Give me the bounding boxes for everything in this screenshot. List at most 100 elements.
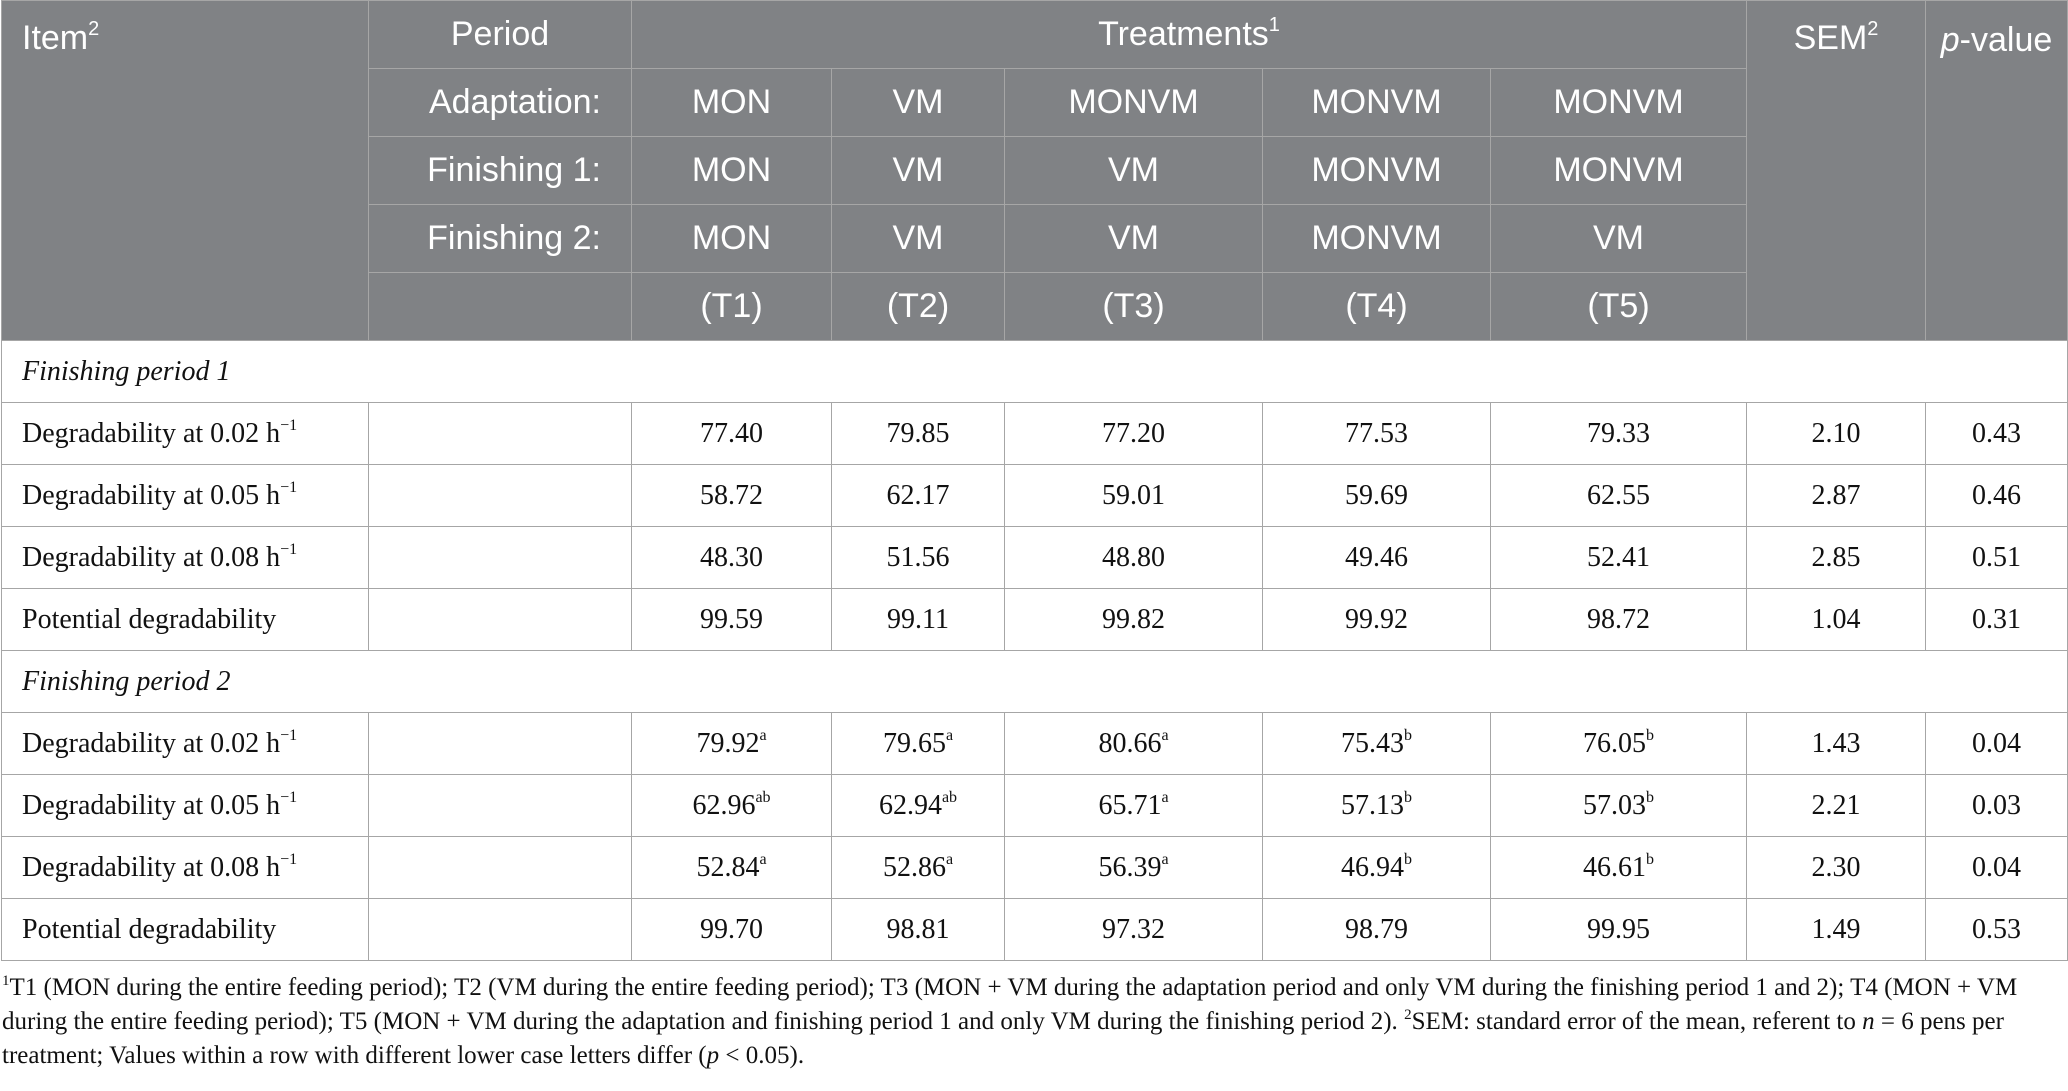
value-number: 99.11 (887, 603, 949, 635)
row-label: Degradability at 0.02 h−1 (1, 402, 369, 465)
adaptation-t3: MONVM (1004, 68, 1263, 137)
value-cell: 59.69 (1262, 464, 1491, 527)
adaptation-t2: VM (831, 68, 1005, 137)
footnote-p: p (706, 1042, 720, 1069)
row-label-text: Potential degradability (22, 603, 277, 635)
section-title: Finishing period 2 (1, 650, 2068, 713)
period-cell (368, 402, 632, 465)
value-cell: 56.39a (1004, 836, 1263, 899)
row-label-exponent: −1 (280, 850, 298, 868)
row-label-exponent: −1 (280, 540, 298, 558)
value-number: 57.13 (1341, 789, 1404, 821)
degradability-table: Item2 Period Treatments1 SEM2 p-value Ad… (1, 0, 2068, 961)
value-number: 77.53 (1345, 417, 1408, 449)
code-t1: (T1) (631, 272, 832, 341)
code-t5: (T5) (1490, 272, 1747, 341)
finishing2-label: Finishing 2: (368, 204, 632, 273)
row-label-text: Degradability at 0.02 h (22, 417, 281, 449)
value-cell: 58.72 (631, 464, 832, 527)
value-superscript: a (759, 726, 767, 744)
finishing2-t2: VM (831, 204, 1005, 273)
pvalue-cell: 0.31 (1925, 588, 2068, 651)
value-number: 79.85 (886, 417, 950, 449)
adaptation-t4: MONVM (1262, 68, 1491, 137)
value-number: 65.71 (1098, 789, 1162, 821)
row-label: Degradability at 0.05 h−1 (1, 774, 369, 837)
value-superscript: a (1161, 788, 1169, 806)
code-t2: (T2) (831, 272, 1005, 341)
value-superscript: b (1404, 788, 1412, 806)
row-label: Degradability at 0.02 h−1 (1, 712, 369, 775)
value-superscript: b (1404, 850, 1412, 868)
value-number: 59.01 (1102, 479, 1165, 511)
value-cell: 99.92 (1262, 588, 1491, 651)
value-number: 52.41 (1587, 541, 1650, 573)
value-number: 99.95 (1587, 913, 1650, 945)
value-cell: 76.05b (1490, 712, 1747, 775)
section-title: Finishing period 1 (1, 340, 2068, 403)
value-number: 80.66 (1098, 727, 1162, 759)
period-cell (368, 898, 632, 961)
value-superscript: a (1161, 726, 1169, 744)
value-cell: 62.17 (831, 464, 1005, 527)
value-number: 76.05 (1583, 727, 1646, 759)
value-number: 75.43 (1341, 727, 1404, 759)
table-row: Potential degradability 99.70 98.81 97.32 98… (1, 898, 2068, 961)
adaptation-label: Adaptation: (368, 68, 632, 137)
pvalue-cell: 0.43 (1925, 402, 2068, 465)
finishing2-t4: MONVM (1262, 204, 1491, 273)
row-label-text: Degradability at 0.02 h (22, 727, 281, 759)
pvalue-cell: 0.04 (1925, 836, 2068, 899)
code-t3: (T3) (1004, 272, 1263, 341)
header-row-1: Item2 Period Treatments1 SEM2 p-value (1, 0, 2068, 341)
item-header-label: Item (22, 19, 89, 57)
pvalue-cell: 0.03 (1925, 774, 2068, 837)
pvalue-cell: 0.51 (1925, 526, 2068, 589)
pvalue-header: p-value (1925, 0, 2068, 341)
value-cell: 65.71a (1004, 774, 1263, 837)
row-label: Potential degradability (1, 588, 369, 651)
value-cell: 77.40 (631, 402, 832, 465)
value-cell: 99.11 (831, 588, 1005, 651)
table-row: Degradability at 0.02 h−1 77.40 79.85 77.20… (1, 402, 2068, 465)
sem-cell: 1.49 (1746, 898, 1926, 961)
value-cell: 75.43b (1262, 712, 1491, 775)
value-superscript: b (1646, 850, 1654, 868)
code-t4: (T4) (1262, 272, 1491, 341)
table-row: Degradability at 0.05 h−1 58.72 62.17 59.01… (1, 464, 2068, 527)
value-number: 79.65 (882, 727, 946, 759)
row-label-exponent: −1 (280, 788, 298, 806)
table-body: Finishing period 1 Degradability at 0.02 … (1, 340, 2068, 961)
value-number: 46.94 (1341, 851, 1404, 883)
value-number: 77.40 (700, 417, 763, 449)
value-cell: 77.20 (1004, 402, 1263, 465)
period-cell (368, 712, 632, 775)
row-label: Degradability at 0.08 h−1 (1, 836, 369, 899)
sem-cell: 1.43 (1746, 712, 1926, 775)
treatments-header-sup: 1 (1268, 14, 1280, 36)
treatments-header: Treatments1 (631, 0, 1747, 69)
row-label-exponent: −1 (280, 416, 298, 434)
pvalue-header-rest: -value (1959, 21, 2053, 59)
value-number: 98.72 (1587, 603, 1650, 635)
finishing1-t5: MONVM (1490, 136, 1747, 205)
value-number: 46.61 (1583, 851, 1646, 883)
value-cell: 62.55 (1490, 464, 1747, 527)
value-number: 99.92 (1345, 603, 1408, 635)
value-number: 79.33 (1587, 417, 1650, 449)
value-cell: 59.01 (1004, 464, 1263, 527)
value-number: 59.69 (1345, 479, 1408, 511)
value-superscript: b (1404, 726, 1412, 744)
value-cell: 57.13b (1262, 774, 1491, 837)
value-cell: 99.59 (631, 588, 832, 651)
value-cell: 79.33 (1490, 402, 1747, 465)
footnote-part-3: = 6 pens per treatment; Values within a … (2, 1008, 2004, 1069)
finishing2-t5: VM (1490, 204, 1747, 273)
period-cell (368, 526, 632, 589)
value-number: 98.81 (886, 913, 950, 945)
value-superscript: ab (755, 788, 771, 806)
table-footnote: 1T1 (MON during the entire feeding perio… (0, 961, 2068, 1073)
value-superscript: b (1646, 726, 1654, 744)
value-number: 52.86 (882, 851, 946, 883)
treatments-header-label: Treatments (1098, 15, 1269, 53)
